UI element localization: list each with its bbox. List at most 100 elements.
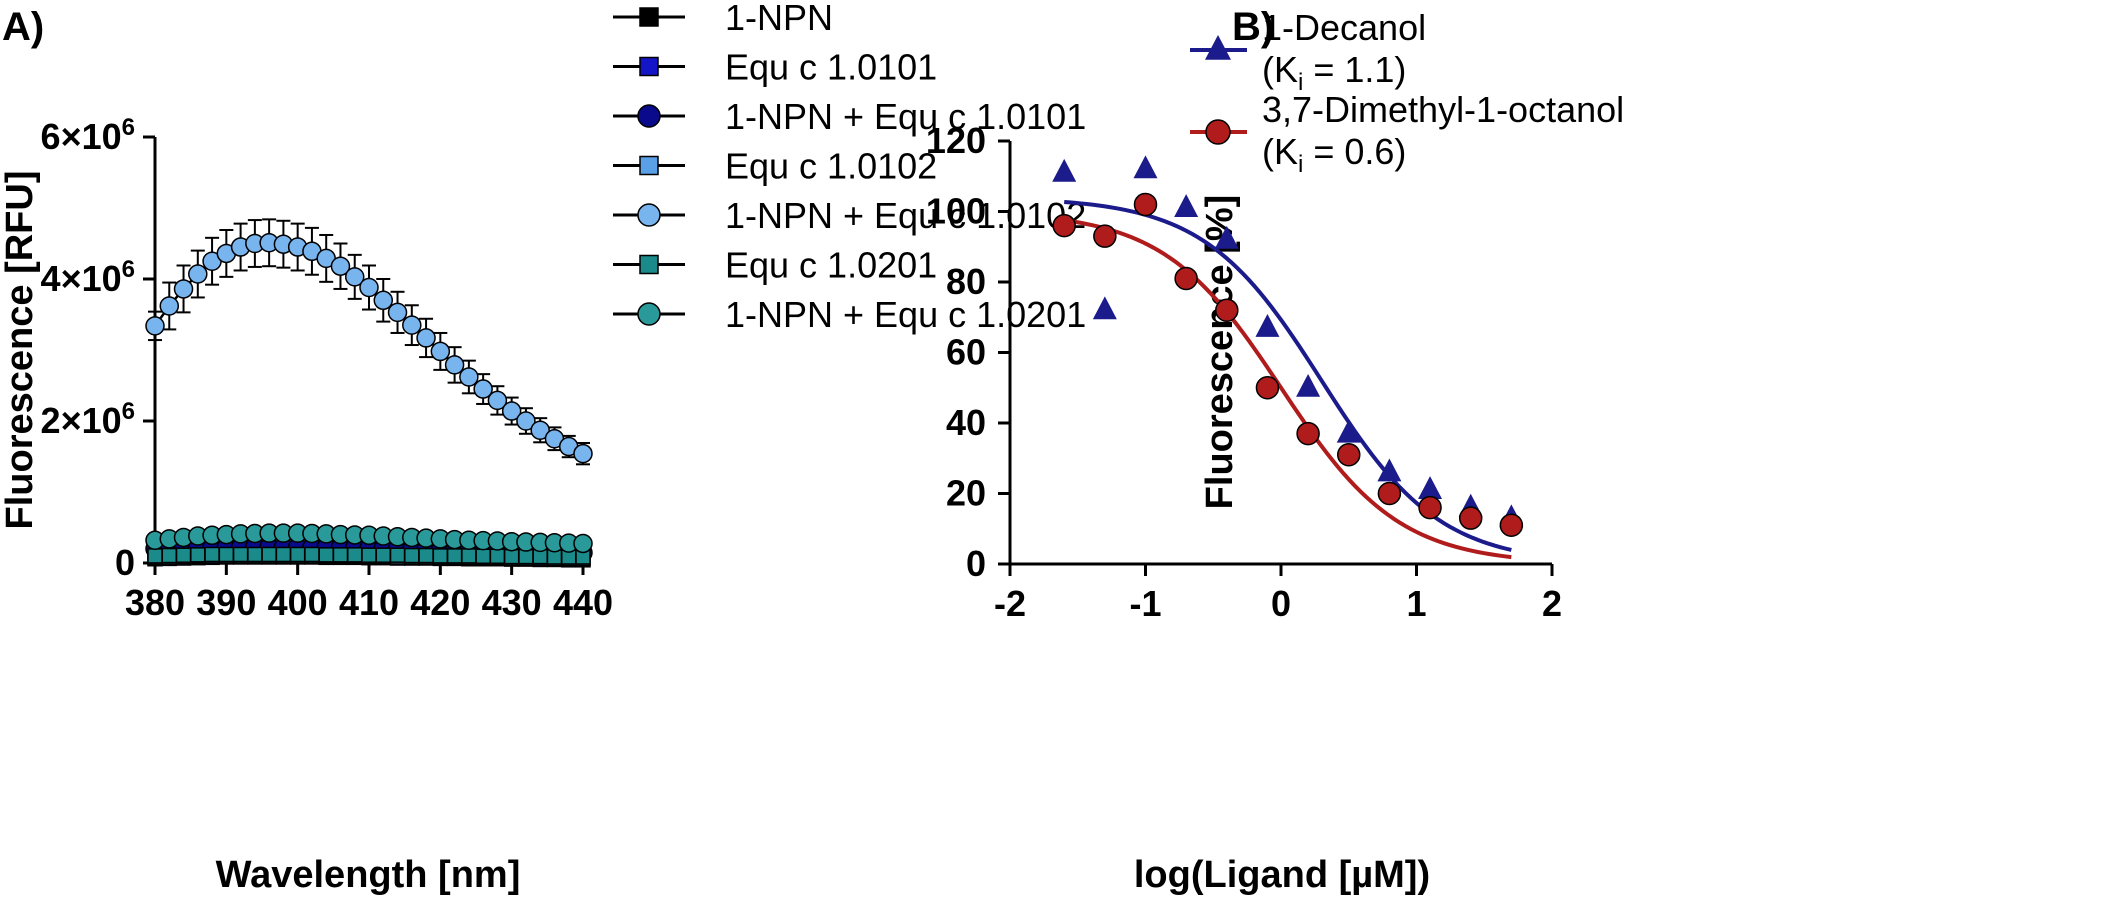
panel-a-x-tick-label: 420 (410, 582, 470, 623)
panel-a-legend-label: 1-NPN + Equ c 1.0102 (725, 195, 1086, 236)
panel-a-y-axis-title: Fluorescence [RFU] (0, 171, 41, 530)
panel-a-legend-marker (637, 104, 661, 128)
panel-a-data-point (375, 547, 392, 563)
panel-a-y-tick-label: 2×106 (41, 398, 135, 441)
panel-a-x-tick-label: 380 (125, 582, 185, 623)
panel-b-data-point (1133, 192, 1158, 217)
panel-a-y-tick-label: 4×106 (41, 256, 135, 299)
panel-a-legend-label: 1-NPN (725, 0, 833, 38)
panel-b-data-point (1052, 158, 1077, 182)
panel-a-data-point (261, 546, 277, 563)
panel-a-legend-label: 1-NPN + Equ c 1.0201 (725, 294, 1086, 335)
panel-a-legend-label: Equ c 1.0101 (725, 47, 937, 88)
panel-b-data-point (1336, 419, 1361, 443)
panel-a-legend-label: Equ c 1.0102 (725, 146, 937, 187)
panel-a-data-point (487, 390, 508, 411)
panel-a-data-point (432, 548, 449, 564)
panel-b-y-tick-label: 100 (926, 191, 986, 232)
panel-b-data-point (1337, 442, 1361, 467)
panel-b-data-point (1418, 495, 1442, 520)
panel-a-data-point (145, 316, 165, 336)
panel-a-data-point (289, 546, 306, 563)
panel-b-legend-label: 3,7-Dimethyl-1-octanol (1262, 89, 1624, 130)
panel-a-data-point (304, 546, 320, 563)
panel-a-data-point (461, 548, 477, 564)
panel-b-y-tick-label: 0 (966, 543, 986, 584)
panel-b-label: B) (1232, 5, 1274, 49)
panel-a-data-point (446, 548, 463, 564)
panel-a-legend-marker (637, 203, 661, 227)
panel-a-data-point (387, 302, 408, 323)
panel-a-data-point (430, 341, 451, 362)
panel-a-data-point (344, 267, 365, 287)
panel-a-data-point (330, 256, 351, 276)
panel-a-data-point (332, 547, 349, 563)
panel-b-x-tick-label: 1 (1406, 583, 1426, 624)
panel-a-data-point (573, 533, 593, 554)
panel-a-x-tick-label: 430 (482, 582, 542, 623)
panel-a-legend-marker (639, 7, 659, 27)
panel-b-data-point (1174, 266, 1198, 291)
panel-b-data-point (1093, 224, 1117, 248)
panel-b-x-tick-label: 2 (1542, 583, 1562, 624)
panel-b-data-point (1499, 513, 1524, 537)
panel-a-data-point (361, 547, 377, 563)
panel-a-data-point (190, 547, 206, 563)
panel-b-data-point (1052, 213, 1076, 238)
panel-b-legend-marker (1205, 119, 1231, 145)
panel-b-x-tick-label: -1 (1129, 583, 1161, 624)
panel-a-data-point (173, 279, 194, 299)
panel-a-x-tick-label: 410 (339, 582, 399, 623)
panel-a-data-point (501, 401, 522, 421)
panel-a-data-point (418, 547, 434, 564)
panel-b-x-tick-label: -2 (994, 583, 1026, 624)
panel-a-legend-label: Equ c 1.0201 (725, 245, 937, 286)
panel-b-x-axis-title: log(Ligand [µM]) (1134, 854, 1430, 896)
panel-b-data-point (1092, 296, 1117, 320)
panel-b-data-point (1255, 314, 1280, 337)
panel-a-data-point (359, 277, 379, 298)
panel-a-data-point (275, 546, 292, 563)
panel-a-x-tick-label: 400 (268, 582, 328, 623)
panel-b-data-point (1133, 155, 1158, 179)
panel-a-data-point (503, 548, 520, 565)
panel-b-data-point (1377, 481, 1402, 506)
panel-a-x-tick-label: 390 (196, 582, 256, 623)
panel-b-data-point (1174, 194, 1199, 217)
panel-a-data-point (473, 379, 493, 399)
panel-a-legend-marker (639, 254, 659, 275)
panel-b-data-point (1296, 373, 1321, 397)
panel-a-data-point (318, 547, 334, 563)
panel-b-x-tick-label: 0 (1271, 583, 1291, 624)
panel-a-legend-label: 1-NPN + Equ c 1.0101 (725, 96, 1086, 137)
panel-b-y-tick-label: 120 (926, 120, 986, 161)
panel-a-data-point (475, 548, 491, 565)
panel-a-legend-marker (639, 56, 659, 77)
panel-b-fit-curve (1064, 199, 1512, 552)
panel-b-y-tick-label: 80 (946, 261, 986, 302)
panel-a-y-tick-label: 6×106 (41, 114, 135, 157)
panel-a-data-point (459, 367, 479, 387)
panel-a-data-point (389, 547, 406, 563)
panel-b-y-tick-label: 60 (946, 332, 986, 373)
panel-b-chart: 0 20 40 60 80 100 120 -2 -1 0 1 2 1-Decanol(Ki = 1.1… (926, 7, 1624, 624)
panel-a-data-point (247, 546, 263, 563)
panel-a-data-point (218, 546, 235, 563)
panel-b-legend-ki: (Ki = 0.6) (1262, 131, 1406, 178)
panel-a-x-tick-label: 440 (553, 582, 613, 623)
panel-b-y-tick-label: 20 (946, 473, 986, 514)
panel-a-data-point (530, 420, 550, 440)
panel-a-data-point (346, 547, 363, 563)
panel-b-y-tick-label: 40 (946, 402, 986, 443)
panel-b-fit-curve (1063, 218, 1512, 560)
panel-b-legend-ki: (Ki = 1.1) (1262, 49, 1406, 96)
panel-a-data-point (416, 328, 436, 348)
panel-a-data-point (161, 547, 178, 564)
panel-a-data-point (204, 546, 220, 563)
panel-b-data-point (1458, 506, 1483, 530)
panel-a-y-tick-label: 0 (115, 542, 135, 583)
panel-b-data-point (1418, 476, 1443, 499)
panel-a-data-point (232, 546, 249, 563)
